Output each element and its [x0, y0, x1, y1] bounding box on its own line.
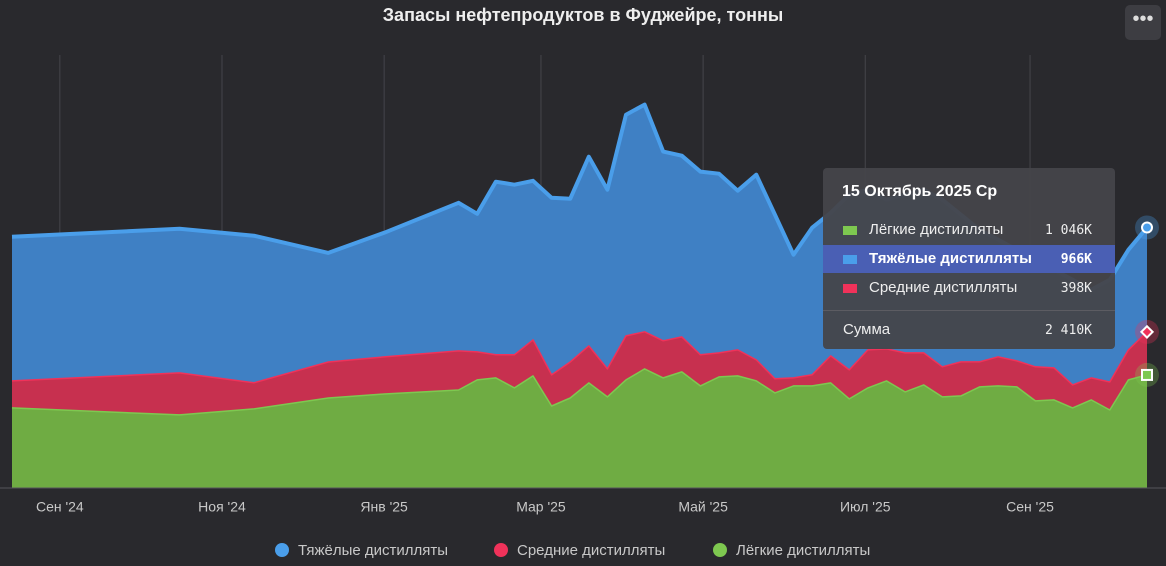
chart-title: Запасы нефтепродуктов в Фуджейре, тонны — [383, 5, 783, 25]
tooltip: 15 Октябрь 2025 Ср Сумма 2 410K Лёгкие д… — [823, 168, 1115, 349]
tooltip-total: Сумма 2 410K — [823, 318, 1115, 346]
x-tick-label: Май '25 — [678, 499, 728, 515]
legend-marker — [275, 543, 289, 557]
tooltip-swatch — [843, 226, 857, 235]
area — [12, 331, 1147, 415]
menu-button[interactable]: ••• — [1125, 5, 1161, 40]
total-value: 2 410K — [1045, 323, 1092, 338]
area-line — [11, 331, 1148, 386]
marker — [1141, 221, 1153, 234]
legend-label: Лёгкие дистилляты — [736, 542, 870, 559]
tooltip-name: Тяжёлые дистилляты — [869, 250, 1032, 267]
tooltip-value: 966K — [1060, 252, 1092, 267]
legend-marker — [494, 543, 508, 557]
legend-marker — [713, 543, 727, 557]
tooltip-title: 15 Октябрь 2025 Ср — [842, 183, 998, 200]
x-tick-label: Ноя '24 — [198, 499, 246, 515]
marker — [1139, 324, 1155, 339]
x-tick-label: Янв '25 — [360, 499, 408, 515]
x-tick-label: Сен '24 — [36, 499, 84, 515]
area-line — [11, 368, 1148, 416]
area — [12, 368, 1147, 488]
x-tick-label: Мар '25 — [516, 499, 566, 515]
legend-label: Тяжёлые дистилляты — [298, 542, 448, 559]
tooltip-row: Средние дистилляты 398K — [823, 274, 1115, 302]
tooltip-row: Лёгкие дистилляты 1 046K — [823, 216, 1115, 244]
separator — [823, 310, 1115, 311]
tooltip-value: 1 046K — [1045, 223, 1092, 238]
legend-label: Средние дистилляты — [517, 542, 665, 559]
tooltip-swatch — [843, 255, 857, 264]
x-tick-label: Июл '25 — [840, 499, 891, 515]
x-tick-label: Сен '25 — [1006, 499, 1054, 515]
tooltip-row: Тяжёлые дистилляты 966K — [823, 245, 1115, 273]
tooltip-value: 398K — [1060, 281, 1092, 296]
tooltip-swatch — [843, 284, 857, 293]
tooltip-name: Средние дистилляты — [869, 279, 1018, 296]
tooltip-name: Лёгкие дистилляты — [869, 221, 1004, 238]
marker — [1141, 368, 1153, 381]
total-name: Сумма — [843, 321, 891, 338]
